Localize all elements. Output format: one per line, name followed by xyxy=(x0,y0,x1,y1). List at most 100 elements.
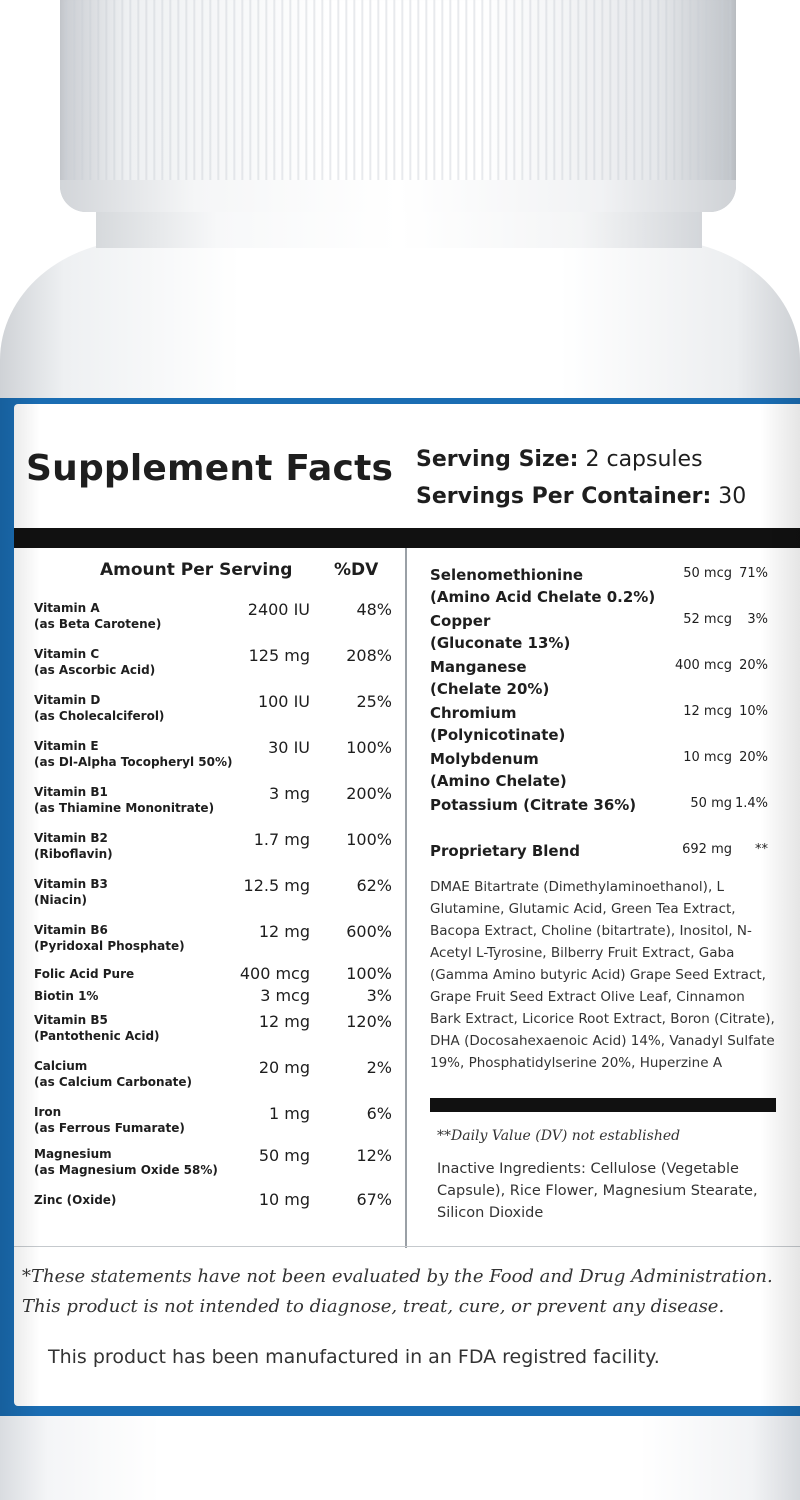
disclaimer-line-2: This product is not intended to diagnose… xyxy=(22,1296,725,1317)
nutrient-name: Vitamin A xyxy=(34,601,100,615)
nutrient-amount: 400 mcg xyxy=(674,658,732,673)
nutrient-dv: 62% xyxy=(356,876,392,895)
blend-rule xyxy=(430,1098,776,1112)
nutrient-dv: 48% xyxy=(356,600,392,619)
nutrient-source: (as Beta Carotene) xyxy=(34,617,162,631)
bottle-shoulder xyxy=(0,240,800,400)
dv-header: %DV xyxy=(334,560,379,580)
nutrient-name: Vitamin B5 xyxy=(34,1013,108,1027)
nutrient-amount: 400 mcg xyxy=(239,964,310,983)
nutrient-source: (as Thiamine Mononitrate) xyxy=(34,801,215,815)
fda-disclaimer: *These statements have not been evaluate… xyxy=(22,1262,792,1322)
serving-size-value: 2 capsules xyxy=(585,447,703,472)
nutrient-amount: 10 mcg xyxy=(683,750,732,765)
nutrient-source: (Chelate 20%) xyxy=(430,680,550,698)
nutrient-name: Vitamin B6 xyxy=(34,923,108,937)
nutrient-amount: 12 mg xyxy=(258,1012,310,1031)
nutrient-amount: 3 mcg xyxy=(260,986,310,1005)
nutrient-dv: 600% xyxy=(346,922,392,941)
nutrient-row: Biotin 1% 3 mcg 3% xyxy=(34,986,402,1005)
nutrient-dv: 6% xyxy=(366,1104,392,1123)
nutrient-row: Calcium (as Calcium Carbonate) 20 mg 2% xyxy=(34,1058,402,1090)
nutrient-name: Vitamin D xyxy=(34,693,101,707)
nutrient-amount: 50 mcg xyxy=(683,566,732,581)
proprietary-blend-name: Proprietary Blend xyxy=(430,842,580,860)
nutrient-source: (as Ascorbic Acid) xyxy=(34,663,156,677)
bottle-neck xyxy=(96,212,702,248)
nutrient-row: Vitamin D (as Cholecalciferol) 100 IU 25% xyxy=(34,692,402,724)
nutrient-name: Iron xyxy=(34,1105,62,1119)
nutrient-source: (Amino Acid Chelate 0.2%) xyxy=(430,588,656,606)
nutrient-row: Vitamin B1 (as Thiamine Mononitrate) 3 mg 2… xyxy=(34,784,402,816)
nutrient-name: Chromium xyxy=(430,704,517,722)
nutrient-dv: 1.4% xyxy=(734,796,768,811)
nutrient-dv: 25% xyxy=(356,692,392,711)
dv-not-established-note: **Daily Value (DV) not established xyxy=(437,1128,681,1144)
nutrient-dv: 200% xyxy=(346,784,392,803)
nutrient-row: Iron (as Ferrous Fumarate) 1 mg 6% xyxy=(34,1104,402,1136)
nutrient-dv: 100% xyxy=(346,830,392,849)
nutrient-dv: 2% xyxy=(366,1058,392,1077)
nutrient-row: Manganese (Chelate 20%) 400 mcg 20% xyxy=(430,656,770,700)
inactive-ingredients: Inactive Ingredients: Cellulose (Vegetab… xyxy=(437,1161,758,1221)
nutrient-row: Selenomethionine (Amino Acid Chelate 0.2%… xyxy=(430,564,770,608)
nutrient-name: Vitamin B2 xyxy=(34,831,108,845)
nutrient-row: Vitamin B3 (Niacin) 12.5 mg 62% xyxy=(34,876,402,908)
nutrient-row: Folic Acid Pure 400 mcg 100% xyxy=(34,964,402,983)
servings-per-value: 30 xyxy=(718,484,747,509)
nutrient-row: Vitamin B2 (Riboflavin) 1.7 mg 100% xyxy=(34,830,402,862)
nutrient-name: Magnesium xyxy=(34,1147,112,1161)
nutrient-amount: 12 mg xyxy=(258,922,310,941)
servings-per-container: Servings Per Container: 30 xyxy=(416,484,746,509)
nutrient-name: Calcium xyxy=(34,1059,88,1073)
nutrient-dv: 71% xyxy=(739,566,768,581)
nutrient-name: Vitamin B1 xyxy=(34,785,108,799)
nutrient-source: (Gluconate 13%) xyxy=(430,634,571,652)
amount-per-serving-header: Amount Per Serving xyxy=(100,560,293,580)
nutrient-source: (Pantothenic Acid) xyxy=(34,1029,160,1043)
disclaimer-line-1: *These statements have not been evaluate… xyxy=(22,1266,773,1287)
nutrient-dv: 3% xyxy=(366,986,392,1005)
nutrient-name: Copper xyxy=(430,612,491,630)
nutrient-dv: 67% xyxy=(356,1190,392,1209)
nutrient-name: Vitamin B3 xyxy=(34,877,108,891)
nutrient-amount: 50 mg xyxy=(690,796,732,811)
nutrient-amount: 12.5 mg xyxy=(243,876,310,895)
nutrient-name: Selenomethionine xyxy=(430,566,584,584)
nutrient-source: (as Cholecalciferol) xyxy=(34,709,165,723)
bottle-cap xyxy=(60,0,736,212)
panel-title: Supplement Facts xyxy=(26,448,394,489)
nutrient-dv: 100% xyxy=(346,738,392,757)
nutrient-amount: 1.7 mg xyxy=(253,830,310,849)
nutrient-amount: 2400 IU xyxy=(247,600,310,619)
nutrient-source: (Niacin) xyxy=(34,893,87,907)
nutrient-amount: 12 mcg xyxy=(683,704,732,719)
nutrient-name: Vitamin C xyxy=(34,647,100,661)
nutrient-row: Molybdenum (Amino Chelate) 10 mcg 20% xyxy=(430,748,770,792)
nutrient-source: (as Ferrous Fumarate) xyxy=(34,1121,185,1135)
nutrient-amount: 1 mg xyxy=(268,1104,310,1123)
nutrient-amount: 30 IU xyxy=(268,738,310,757)
proprietary-blend-dv: ** xyxy=(755,842,768,857)
nutrient-dv: 20% xyxy=(739,658,768,673)
nutrient-dv: 10% xyxy=(739,704,768,719)
nutrient-source: (Polynicotinate) xyxy=(430,726,566,744)
nutrient-source: (Pyridoxal Phosphate) xyxy=(34,939,185,953)
nutrient-name: Zinc (Oxide) xyxy=(34,1193,117,1207)
nutrient-name: Biotin 1% xyxy=(34,989,99,1003)
nutrient-row: Chromium (Polynicotinate) 12 mcg 10% xyxy=(430,702,770,746)
nutrient-amount: 3 mg xyxy=(268,784,310,803)
nutrient-dv: 12% xyxy=(356,1146,392,1165)
nutrient-dv: 3% xyxy=(747,612,768,627)
nutrient-row: Magnesium (as Magnesium Oxide 58%) 50 mg 12… xyxy=(34,1146,402,1178)
nutrient-dv: 208% xyxy=(346,646,392,665)
nutrient-source: (Riboflavin) xyxy=(34,847,113,861)
fda-facility-note: This product has been manufactured in an… xyxy=(48,1346,660,1368)
nutrient-row: Zinc (Oxide) 10 mg 67% xyxy=(34,1190,402,1209)
nutrient-amount: 125 mg xyxy=(248,646,310,665)
nutrient-amount: 52 mcg xyxy=(683,612,732,627)
nutrient-row: Vitamin B6 (Pyridoxal Phosphate) 12 mg 600% xyxy=(34,922,402,954)
supplement-facts-label xyxy=(14,404,800,1406)
nutrient-dv: 20% xyxy=(739,750,768,765)
nutrient-dv: 100% xyxy=(346,964,392,983)
